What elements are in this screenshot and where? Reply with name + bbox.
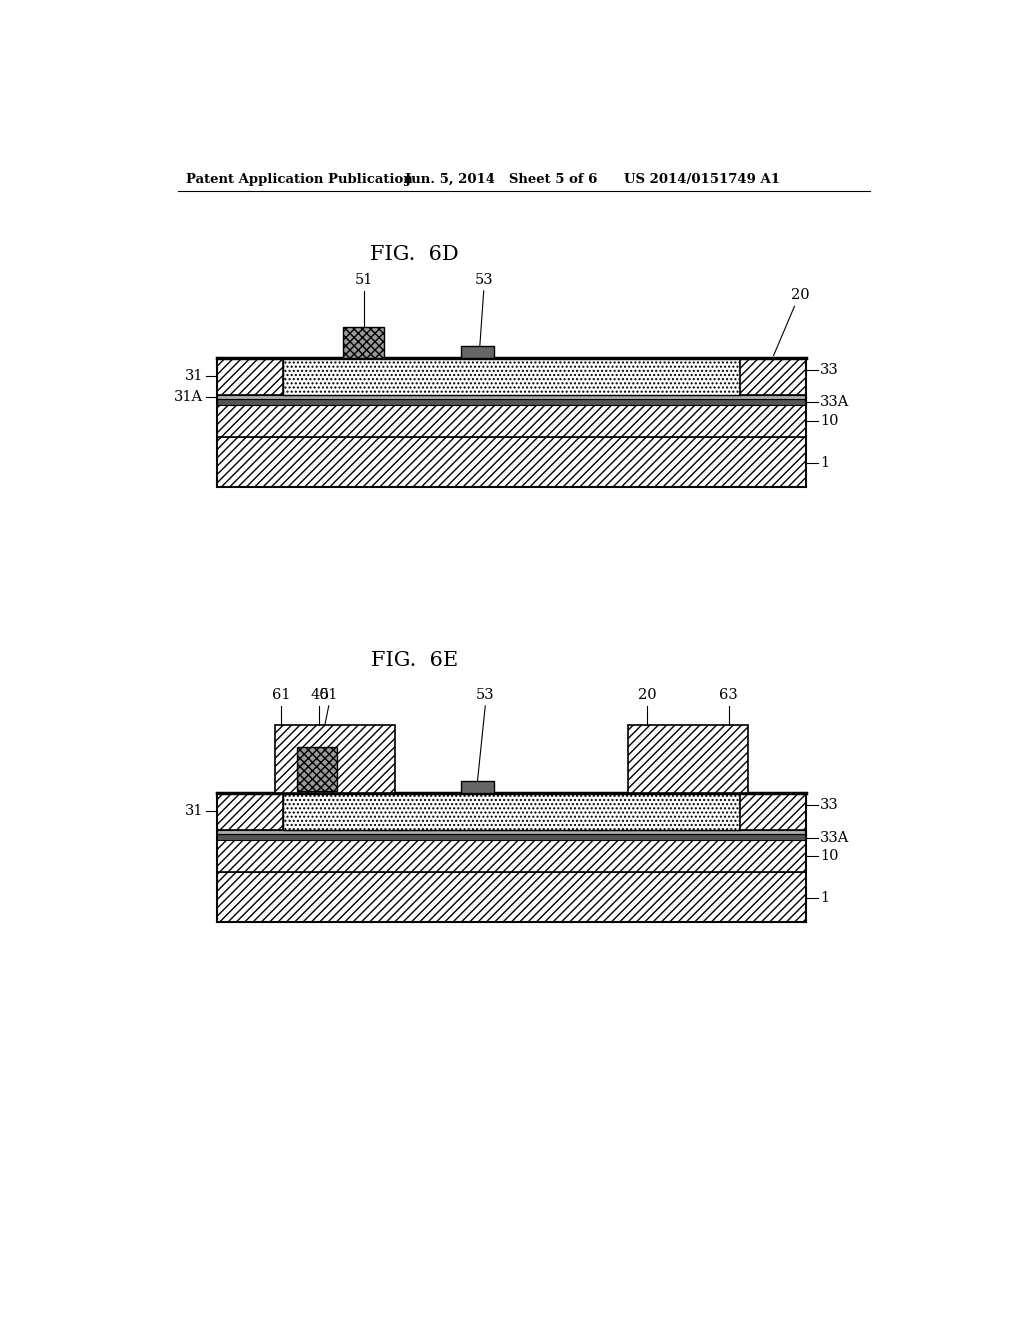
Text: Jun. 5, 2014   Sheet 5 of 6: Jun. 5, 2014 Sheet 5 of 6 (406, 173, 598, 186)
Text: 51: 51 (354, 273, 373, 286)
Text: 31: 31 (184, 804, 203, 818)
Text: 33A: 33A (820, 830, 850, 845)
Bar (217, 358, 283, 395)
Text: 40: 40 (310, 688, 329, 702)
Text: FIG.  6E: FIG. 6E (371, 651, 459, 671)
Bar (461, 780, 494, 793)
Bar (283, 793, 740, 830)
Text: 33: 33 (820, 363, 839, 378)
Text: 53: 53 (476, 688, 495, 702)
Bar (275, 725, 395, 793)
Bar (217, 400, 806, 405)
Text: 10: 10 (820, 414, 839, 428)
Text: US 2014/0151749 A1: US 2014/0151749 A1 (624, 173, 780, 186)
Bar (297, 747, 337, 792)
Text: 10: 10 (820, 849, 839, 863)
Bar (628, 725, 748, 793)
Bar (343, 327, 384, 358)
Text: 31A: 31A (174, 391, 203, 404)
Bar (217, 793, 283, 830)
Text: 63: 63 (719, 688, 738, 702)
Text: 33: 33 (820, 799, 839, 812)
Text: 33A: 33A (820, 396, 850, 409)
Text: 20: 20 (792, 288, 810, 302)
Text: 1: 1 (820, 455, 829, 470)
Text: 20: 20 (638, 688, 656, 702)
Bar (217, 873, 806, 923)
Text: 61: 61 (272, 688, 291, 702)
Text: 1: 1 (820, 891, 829, 904)
Bar (461, 346, 494, 358)
Bar (217, 405, 806, 437)
Text: FIG.  6D: FIG. 6D (371, 246, 459, 264)
Bar (217, 840, 806, 873)
Text: 53: 53 (474, 273, 493, 286)
Bar (217, 437, 806, 487)
Bar (740, 793, 806, 830)
Bar (217, 395, 806, 400)
Text: 31: 31 (184, 370, 203, 383)
Bar (283, 358, 740, 395)
Bar (217, 834, 806, 840)
Text: Patent Application Publication: Patent Application Publication (186, 173, 413, 186)
Text: 51: 51 (319, 688, 338, 702)
Bar (217, 830, 806, 834)
Bar (740, 358, 806, 395)
